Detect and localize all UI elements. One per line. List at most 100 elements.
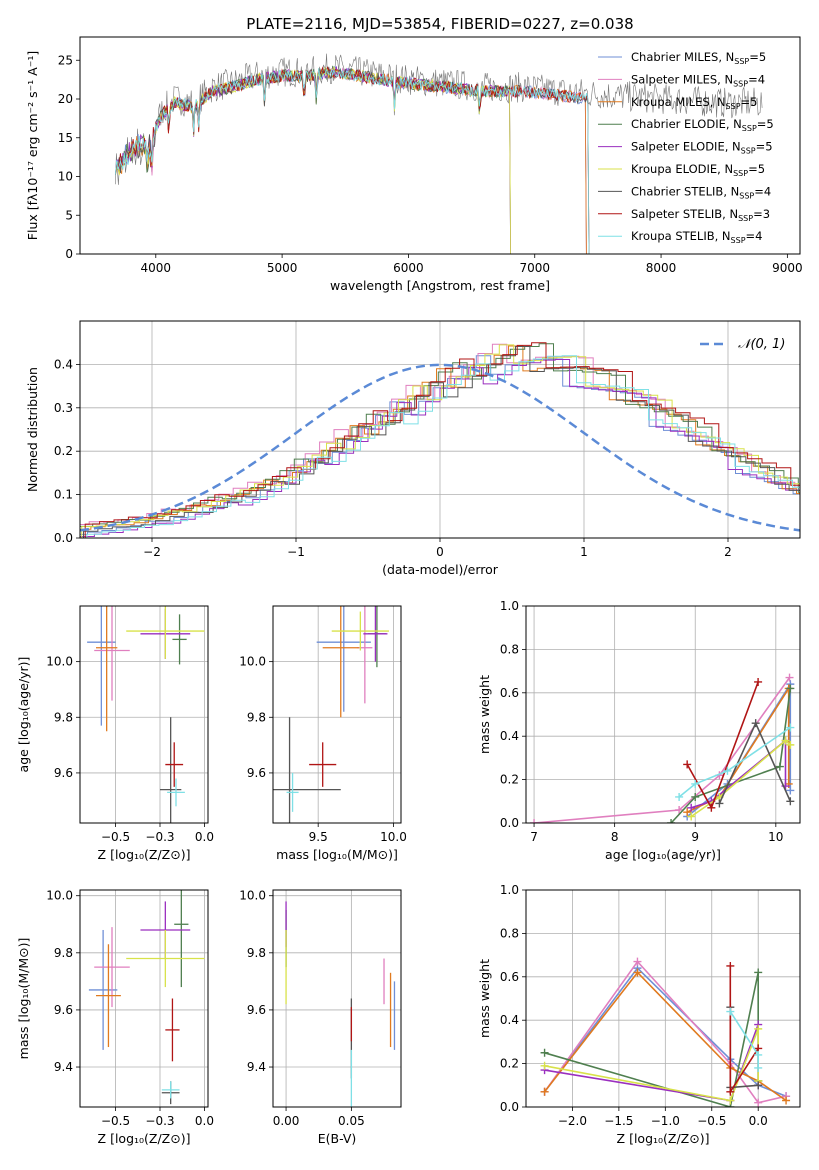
mass_vs_Z-xtick-label: 0.0 xyxy=(195,1114,214,1128)
histogram-kroupa-elodie xyxy=(81,344,800,538)
residuals-ytick-label: 0.2 xyxy=(54,444,73,458)
mass_vs_EBV-ytick-label: 9.6 xyxy=(247,1003,266,1017)
residuals-ylabel: Normed distribution xyxy=(25,367,40,492)
age_vs_Z-plot-area xyxy=(80,606,208,823)
age_vs_Z-ytick-label: 10.0 xyxy=(46,655,73,669)
mass_vs_Z-panel: −0.5 −0.3 0.0 9.4 9.6 9.8 10.0 Z [log₁₀(Z/Z⊙)] m… xyxy=(16,889,214,1146)
weight_vs_age-xlabel: age [log₁₀(age/yr)] xyxy=(605,847,721,862)
spectrum-legend-label: Chabrier ELODIE, NSSP=5 xyxy=(631,117,774,133)
mass_vs_Z-plot-area xyxy=(80,890,208,1107)
weight_vs_Z-xtick-label: −1.0 xyxy=(651,1114,680,1128)
spectrum-legend-label: Kroupa ELODIE, NSSP=5 xyxy=(631,162,765,178)
spectrum-xtick-label: 6000 xyxy=(393,261,424,275)
spectrum-ytick-label: 10 xyxy=(58,170,73,184)
weight_vs_age-marker-salpeter-miles xyxy=(530,819,539,823)
mass_vs_EBV-panel: 0.00 0.05 9.4 9.6 9.8 10.0 E(B-V) xyxy=(239,889,402,1146)
age_vs_Z-errorbar-chabrier-miles xyxy=(87,606,116,726)
weight_vs_age-xtick-label: 7 xyxy=(530,830,538,844)
age_vs_mass-plot-area xyxy=(273,606,401,823)
mass_vs_Z-ylabel: mass [log₁₀(M/M⊙)] xyxy=(16,938,31,1060)
weight_vs_age-xtick-label: 10 xyxy=(768,830,783,844)
weight_vs_Z-ytick-label: 0.8 xyxy=(500,926,519,940)
mass_vs_Z-errorbar-salpeter-miles xyxy=(94,927,130,1008)
age_vs_Z-errorbar-chabrier-elodie xyxy=(172,614,187,665)
weight_vs_Z-marker-salpeter-stelib xyxy=(726,1087,735,1096)
age_vs_mass-ytick-label: 9.8 xyxy=(247,710,266,724)
age_vs_mass-errorbar-salpeter-stelib xyxy=(309,742,337,787)
age_vs_mass-xtick-label: 10.0 xyxy=(380,830,407,844)
mass_vs_Z-xlabel: Z [log₁₀(Z/Z⊙)] xyxy=(98,1131,191,1146)
residuals-ytick-label: 0.0 xyxy=(54,531,73,545)
weight_vs_Z-ytick-label: 0.2 xyxy=(500,1057,519,1071)
spectrum-ytick-label: 15 xyxy=(58,131,73,145)
mass_vs_Z-ytick-label: 9.6 xyxy=(54,1003,73,1017)
weight_vs_age-panel: 7 8 9 10 0.0 0.2 0.4 0.6 0.8 1.0 age [log₁₀(age/yr… xyxy=(477,599,801,862)
residuals-xtick-label: −2 xyxy=(143,545,161,559)
weight_vs_Z-marker-chabrier-elodie xyxy=(540,1048,549,1057)
weight_vs_Z-xtick-label: −2.0 xyxy=(558,1114,587,1128)
age_vs_Z-ylabel: age [log₁₀(age/yr)] xyxy=(16,657,31,773)
weight_vs_age-ytick-label: 1.0 xyxy=(500,599,519,613)
weight_vs_Z-marker-kroupa-stelib xyxy=(754,1063,763,1072)
weight_vs_Z-marker-kroupa-elodie xyxy=(754,1024,763,1033)
age_vs_Z-xtick-label: −0.5 xyxy=(101,830,130,844)
weight_vs_Z-panel: −2.0 −1.5 −1.0 −0.5 0.0 0.0 0.2 0.4 0.6 0.8 1.0 Z [… xyxy=(477,883,801,1146)
weight_vs_Z-marker-salpeter-stelib xyxy=(726,961,735,970)
weight_vs_Z-marker-chabrier-elodie xyxy=(754,968,763,977)
mass_vs_Z-errorbar-salpeter-stelib xyxy=(165,998,180,1062)
normal-legend-label: 𝒩(0, 1) xyxy=(738,337,785,352)
histogram-salpeter-stelib xyxy=(84,342,800,538)
weight_vs_Z-plot-area xyxy=(526,890,800,1107)
mass_vs_Z-xtick-label: −0.3 xyxy=(145,1114,174,1128)
spectrum-ytick-label: 5 xyxy=(65,208,73,222)
weight_vs_age-marker-salpeter-miles xyxy=(675,805,684,814)
weight_vs_age-marker-salpeter-elodie xyxy=(687,803,696,812)
weight_vs_age-marker-kroupa-stelib xyxy=(675,792,684,801)
spectrum-legend-label: Salpeter STELIB, NSSP=3 xyxy=(631,207,770,223)
residuals-ytick-label: 0.4 xyxy=(54,357,73,371)
weight_vs_Z-marker-kroupa-stelib xyxy=(726,1007,735,1016)
age_vs_mass-panel: 9.5 10.0 9.6 9.8 10.0 mass [log₁₀(M/M⊙)] xyxy=(239,605,407,862)
weight_vs_age-line-kroupa-stelib xyxy=(678,726,791,798)
normal-curve xyxy=(80,363,800,532)
weight_vs_age-line-salpeter-elodie xyxy=(690,738,787,809)
histogram-kroupa-stelib xyxy=(86,355,800,538)
residuals-frame xyxy=(79,320,801,539)
histogram-kroupa-miles xyxy=(80,345,800,530)
weight_vs_Z-ytick-label: 0.6 xyxy=(500,970,519,984)
age_vs_Z-xtick-label: 0.0 xyxy=(195,830,214,844)
weight_vs_Z-ytick-label: 1.0 xyxy=(500,883,519,897)
weight_vs_age-ytick-label: 0.8 xyxy=(500,642,519,656)
spectrum-ytick-label: 25 xyxy=(58,53,73,67)
mass_vs_EBV-plot-area xyxy=(273,890,401,1107)
spectrum-xtick-label: 4000 xyxy=(141,261,172,275)
mass_vs_Z-xtick-label: −0.5 xyxy=(101,1114,130,1128)
spectrum-legend-label: Kroupa MILES, NSSP=5 xyxy=(631,95,757,111)
spectrum-legend-label: Salpeter ELODIE, NSSP=5 xyxy=(631,140,773,156)
mass_vs_EBV-ytick-label: 9.8 xyxy=(247,946,266,960)
age_vs_mass-errorbar-kroupa-stelib xyxy=(286,772,299,812)
weight_vs_age-marker-kroupa-stelib xyxy=(723,766,732,775)
weight_vs_age-marker-salpeter-stelib xyxy=(754,677,763,686)
spectrum-legend-label: Chabrier MILES, NSSP=5 xyxy=(631,50,766,66)
age_vs_mass-xtick-label: 9.5 xyxy=(309,830,328,844)
spectrum-model-kroupa-stelib xyxy=(115,67,590,254)
residuals-xtick-label: −1 xyxy=(287,545,305,559)
age_vs_mass-ytick-label: 9.6 xyxy=(247,766,266,780)
weight_vs_age-marker-chabrier-stelib xyxy=(715,799,724,808)
weight_vs_age-ytick-label: 0.4 xyxy=(500,729,519,743)
weight_vs_age-marker-kroupa-elodie xyxy=(781,736,790,745)
weight_vs_Z-xlabel: Z [log₁₀(Z/Z⊙)] xyxy=(617,1131,710,1146)
age_vs_mass-errorbar-chabrier-miles xyxy=(316,606,371,712)
weight_vs_Z-frame xyxy=(525,889,801,1108)
weight_vs_Z-marker-kroupa-elodie xyxy=(540,1061,549,1070)
weight_vs_age-frame xyxy=(525,605,801,824)
weight_vs_Z-ytick-label: 0.4 xyxy=(500,1013,519,1027)
weight_vs_age-marker-chabrier-elodie xyxy=(691,792,700,801)
age_vs_Z-ytick-label: 9.6 xyxy=(54,766,73,780)
spectrum-xlabel: wavelength [Angstrom, rest frame] xyxy=(330,278,550,293)
mass_vs_Z-errorbar-kroupa-miles xyxy=(96,944,121,1048)
weight_vs_Z-marker-kroupa-stelib xyxy=(754,1050,763,1059)
mass_vs_EBV-frame xyxy=(272,889,402,1108)
